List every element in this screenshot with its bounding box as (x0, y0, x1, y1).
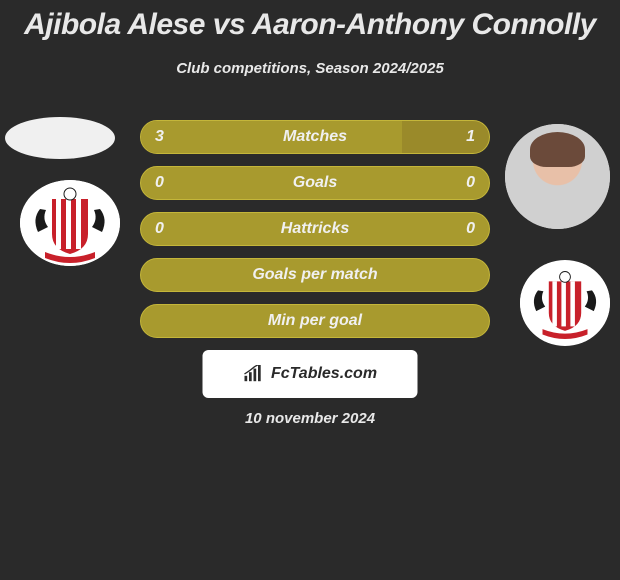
bar-row: Min per goal (140, 304, 490, 338)
player1-name: Ajibola Alese (24, 8, 205, 41)
watermark: FcTables.com (203, 350, 418, 398)
comparison-title: Ajibola Alese vs Aaron-Anthony Connolly (0, 0, 620, 42)
bar-row: Goals per match (140, 258, 490, 292)
bar-right-value: 1 (466, 128, 475, 146)
bar-row: 0 Goals 0 (140, 166, 490, 200)
bar-label: Min per goal (268, 312, 362, 330)
watermark-text: FcTables.com (271, 365, 377, 383)
bar-label: Matches (283, 128, 347, 146)
player1-club-crest (20, 180, 120, 266)
vs-text: vs (213, 8, 245, 41)
bar-right-value: 0 (466, 220, 475, 238)
bar-label: Hattricks (281, 220, 349, 238)
bar-row: 3 Matches 1 (140, 120, 490, 154)
chart-icon (243, 365, 265, 383)
subtitle: Club competitions, Season 2024/2025 (0, 60, 620, 77)
player2-name: Aaron-Anthony Connolly (252, 8, 596, 41)
bar-row: 0 Hattricks 0 (140, 212, 490, 246)
player1-avatar (5, 117, 115, 159)
bar-right-value: 0 (466, 174, 475, 192)
bar-label: Goals per match (252, 266, 377, 284)
player2-avatar (505, 124, 610, 229)
date-label: 10 november 2024 (245, 410, 375, 427)
bar-label: Goals (293, 174, 337, 192)
player2-club-crest (520, 260, 610, 346)
bar-left-value: 0 (155, 174, 164, 192)
bar-fill-left (141, 121, 402, 153)
comparison-bars: 3 Matches 1 0 Goals 0 0 Hattricks 0 Goal… (140, 120, 490, 350)
bar-left-value: 3 (155, 128, 164, 146)
bar-left-value: 0 (155, 220, 164, 238)
